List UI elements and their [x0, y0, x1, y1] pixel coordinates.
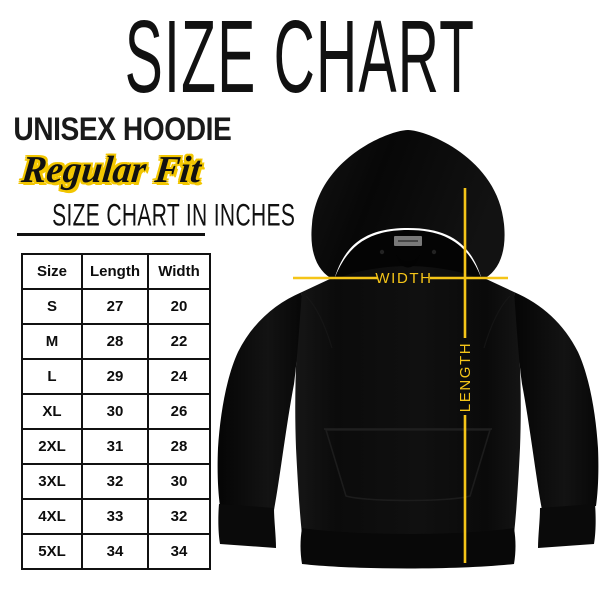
- table-row: M 28 22: [21, 323, 211, 360]
- kangaroo-pocket: [324, 429, 492, 502]
- cell-size: 2XL: [21, 428, 83, 465]
- fit-row: Regular Fit: [0, 148, 222, 194]
- cell-length: 29: [81, 358, 149, 395]
- cell-size: M: [21, 323, 83, 360]
- cell-width: 28: [147, 428, 211, 465]
- product-name: UNISEX HOODIE: [13, 111, 232, 147]
- hoodie-illustration: [214, 96, 600, 600]
- hood-shape: [311, 130, 505, 280]
- table-row: 2XL 31 28: [21, 428, 211, 465]
- column-header-length: Length: [81, 253, 149, 290]
- cell-width: 20: [147, 288, 211, 325]
- fit-name: Regular Fit: [19, 149, 203, 191]
- left-info-column: UNISEX HOODIE Regular Fit SIZE CHART IN …: [0, 111, 295, 236]
- table-row: 3XL 32 30: [21, 463, 211, 500]
- cell-width: 30: [147, 463, 211, 500]
- cell-width: 34: [147, 533, 211, 570]
- right-shoulder-seam: [483, 295, 511, 349]
- cell-length: 30: [81, 393, 149, 430]
- size-table: Size Length Width S 27 20 M 28 22 L 29 2…: [21, 253, 211, 570]
- cell-width: 24: [147, 358, 211, 395]
- column-header-size: Size: [21, 253, 83, 290]
- cell-width: 26: [147, 393, 211, 430]
- bottom-hem: [300, 528, 516, 569]
- cell-width: 22: [147, 323, 211, 360]
- units-row: SIZE CHART IN INCHES: [0, 199, 295, 236]
- cell-length: 32: [81, 463, 149, 500]
- eyelet-right: [431, 249, 437, 255]
- cell-size: 4XL: [21, 498, 83, 535]
- left-cuff: [218, 504, 276, 548]
- table-header-row: Size Length Width: [21, 253, 211, 290]
- cell-length: 34: [81, 533, 149, 570]
- cell-size: L: [21, 358, 83, 395]
- cell-width: 32: [147, 498, 211, 535]
- left-shoulder-seam: [305, 295, 333, 349]
- cell-size: XL: [21, 393, 83, 430]
- cell-length: 28: [81, 323, 149, 360]
- left-sleeve: [217, 292, 302, 510]
- table-row: L 29 24: [21, 358, 211, 395]
- cell-length: 31: [81, 428, 149, 465]
- table-row: 5XL 34 34: [21, 533, 211, 570]
- right-cuff: [538, 504, 596, 548]
- right-sleeve: [514, 292, 599, 510]
- table-row: S 27 20: [21, 288, 211, 325]
- units-label: SIZE CHART IN INCHES: [52, 197, 296, 233]
- hood-opening: [334, 230, 482, 280]
- cell-length: 33: [81, 498, 149, 535]
- body-shape: [295, 259, 521, 534]
- column-header-width: Width: [147, 253, 211, 290]
- cell-size: S: [21, 288, 83, 325]
- neck-notch: [396, 254, 420, 268]
- page-title: SIZE CHART: [124, 0, 476, 115]
- eyelet-left: [379, 249, 385, 255]
- cell-size: 3XL: [21, 463, 83, 500]
- cell-size: 5XL: [21, 533, 83, 570]
- table-row: 4XL 33 32: [21, 498, 211, 535]
- table-row: XL 30 26: [21, 393, 211, 430]
- cell-length: 27: [81, 288, 149, 325]
- units-underline: [17, 233, 205, 236]
- neck-brand-label-text: [398, 240, 418, 242]
